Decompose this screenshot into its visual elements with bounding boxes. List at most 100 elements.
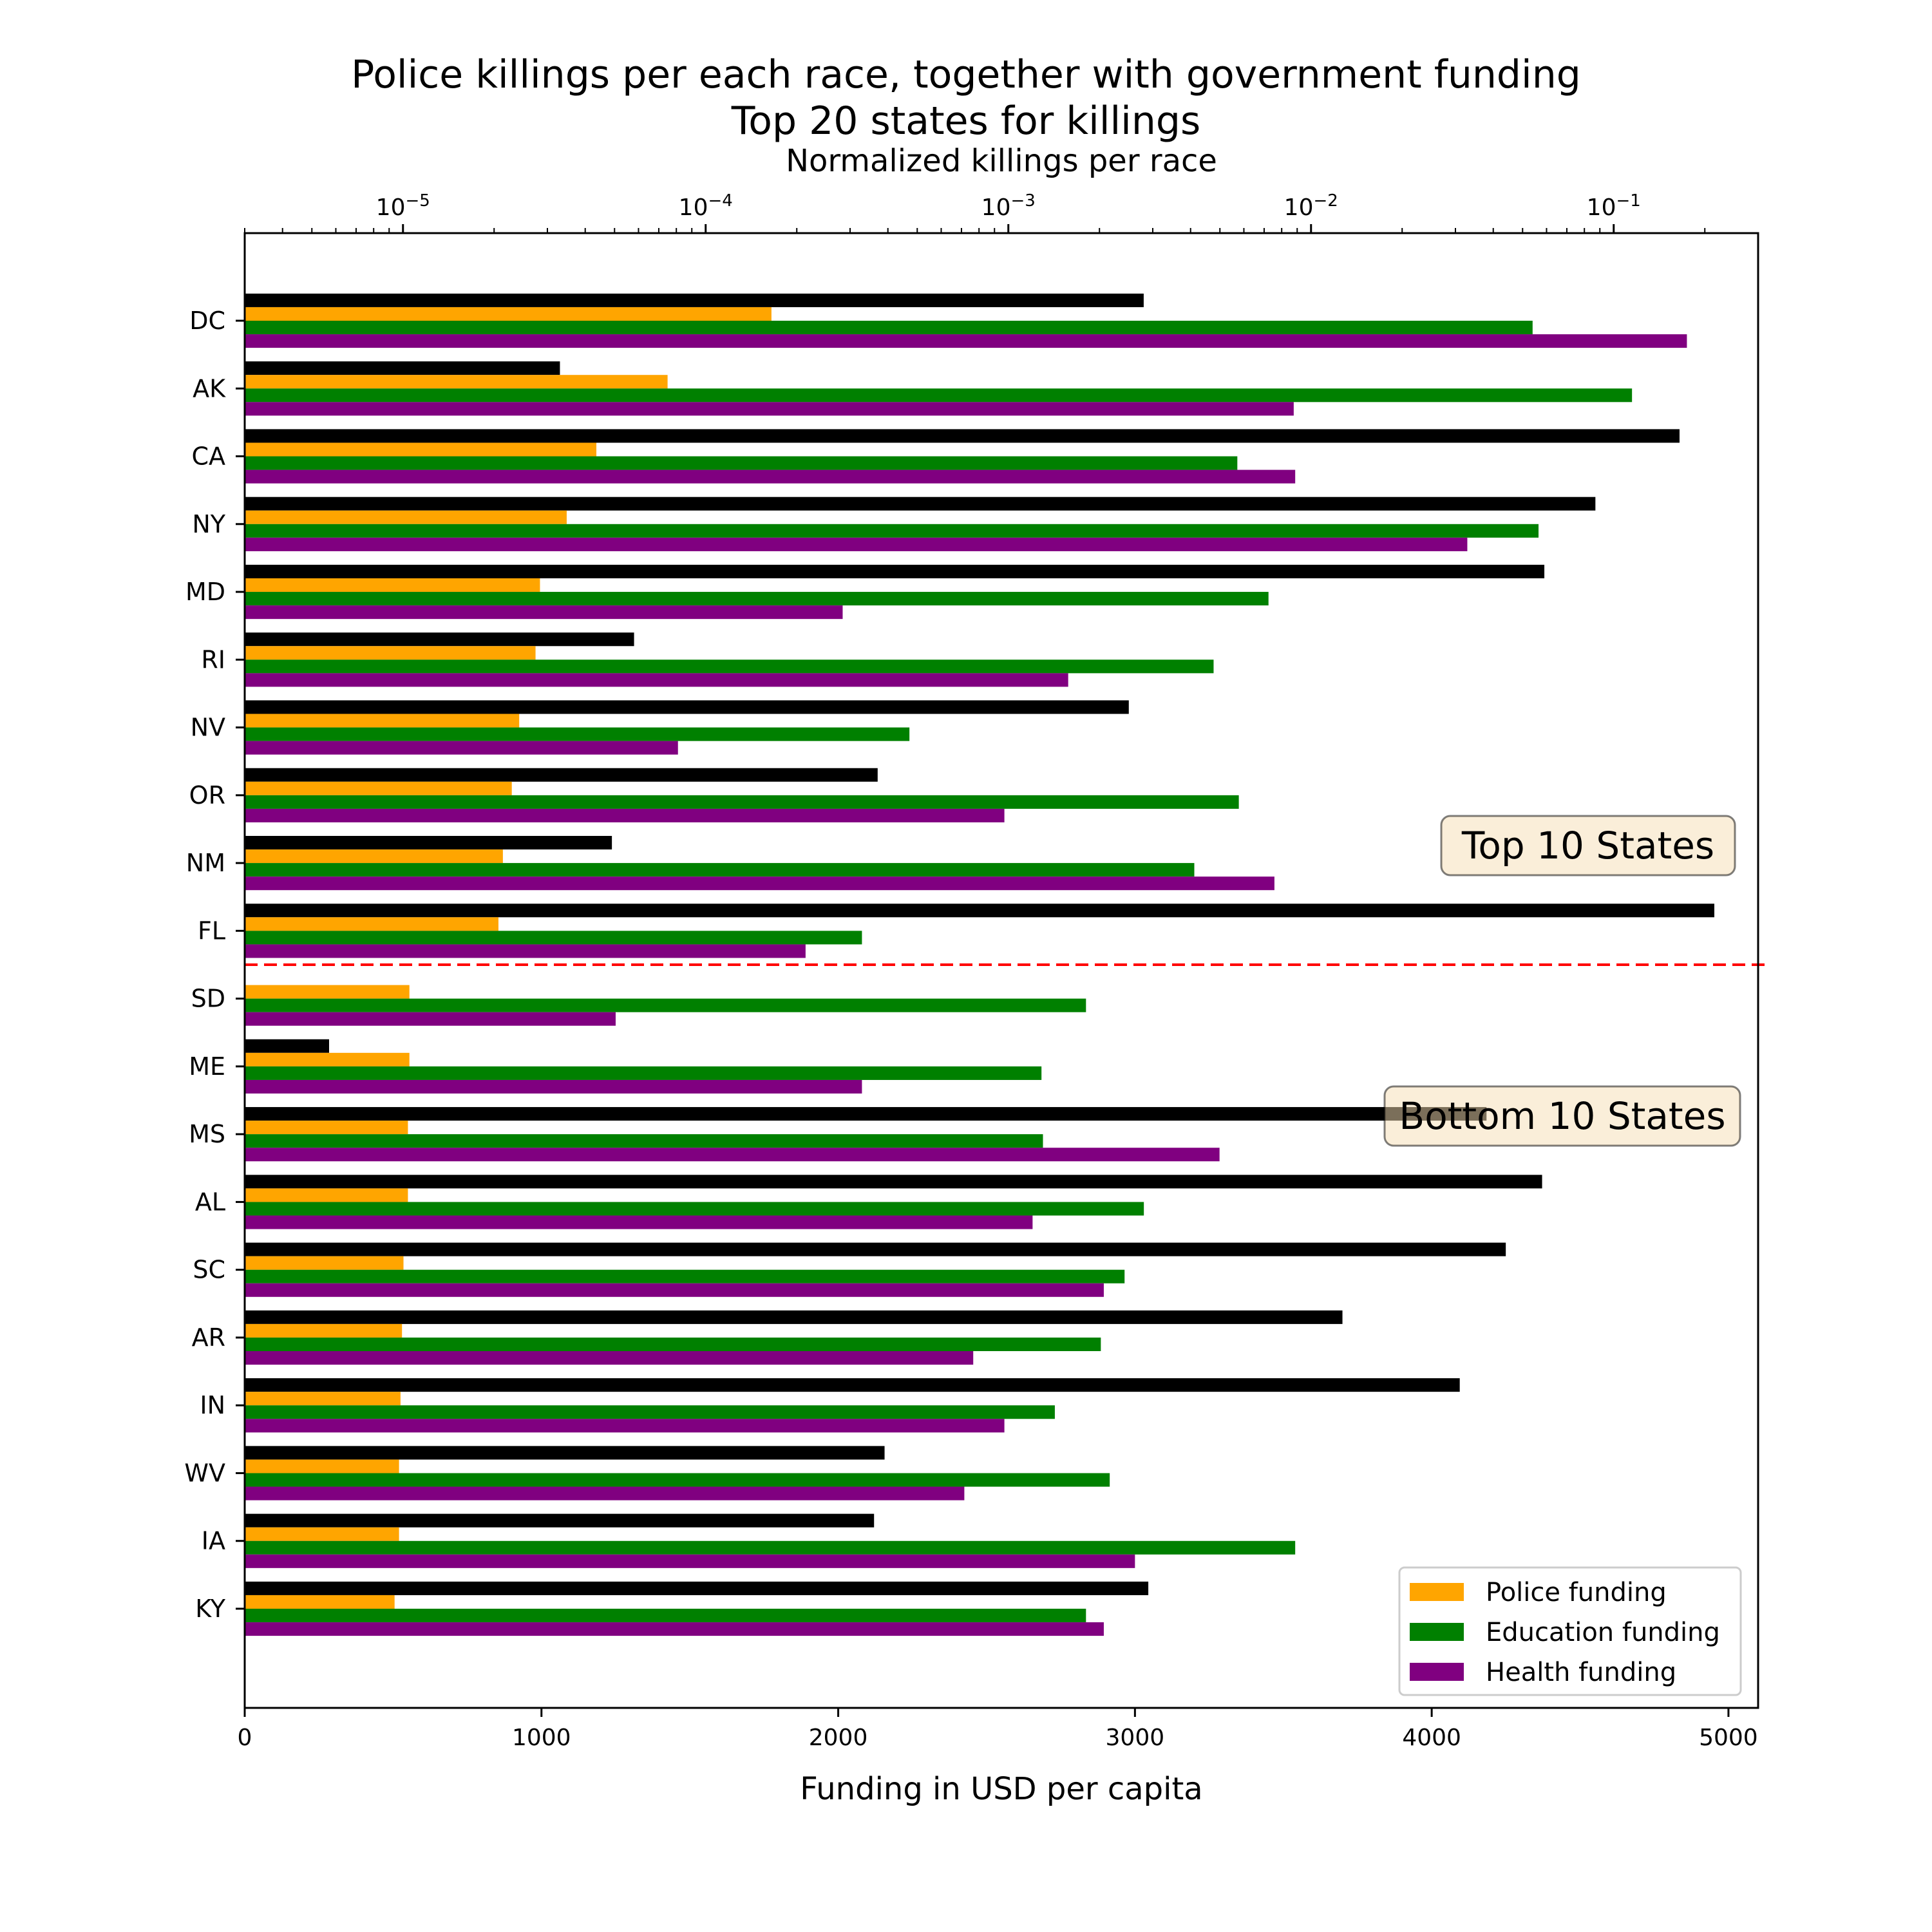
bar-ky-normalized-killings xyxy=(245,1581,1149,1595)
bar-ca-health-funding xyxy=(245,469,1296,484)
legend-swatch-education-funding xyxy=(1410,1623,1464,1641)
bar-ak-education-funding xyxy=(245,388,1633,402)
bar-me-education-funding xyxy=(245,1066,1042,1080)
top-axis-label: Normalized killings per race xyxy=(786,143,1217,179)
bar-or-health-funding xyxy=(245,808,1005,822)
top-tick-label-1: 10−4 xyxy=(679,191,733,221)
bottom-10-states-box-text: Bottom 10 States xyxy=(1399,1094,1725,1138)
bar-ms-education-funding xyxy=(245,1134,1043,1148)
bar-ia-education-funding xyxy=(245,1540,1296,1555)
bar-ri-police-funding xyxy=(245,646,536,660)
bar-sc-health-funding xyxy=(245,1283,1104,1297)
bar-ar-normalized-killings xyxy=(245,1310,1343,1324)
bar-ia-normalized-killings xyxy=(245,1513,875,1528)
x-tick-label-0: 0 xyxy=(238,1725,252,1751)
chart-subtitle: Top 20 states for killings xyxy=(731,99,1201,144)
bar-ca-normalized-killings xyxy=(245,429,1680,443)
y-tick-label-ia: IA xyxy=(202,1527,225,1555)
bar-ri-health-funding xyxy=(245,673,1068,687)
y-tick-label-nv: NV xyxy=(191,714,225,742)
legend-label-education-funding: Education funding xyxy=(1486,1618,1720,1647)
bottom-10-states-box xyxy=(1383,1085,1741,1147)
y-tick-label-fl: FL xyxy=(198,916,225,945)
bar-dc-police-funding xyxy=(245,307,772,321)
y-tick-label-me: ME xyxy=(189,1052,225,1081)
bar-in-police-funding xyxy=(245,1392,401,1406)
legend-label-health-funding: Health funding xyxy=(1486,1658,1676,1687)
bar-dc-health-funding xyxy=(245,334,1687,348)
bar-nv-police-funding xyxy=(245,714,520,728)
bar-or-normalized-killings xyxy=(245,768,878,782)
y-tick-label-sc: SC xyxy=(193,1256,225,1284)
bar-sc-education-funding xyxy=(245,1269,1125,1283)
bar-sd-health-funding xyxy=(245,1012,616,1026)
bar-nv-education-funding xyxy=(245,727,910,741)
bar-ca-education-funding xyxy=(245,456,1238,470)
top-tick-label-4: 10−1 xyxy=(1587,191,1641,221)
bar-ar-police-funding xyxy=(245,1323,402,1338)
y-tick-label-or: OR xyxy=(189,781,225,810)
bar-dc-education-funding xyxy=(245,321,1533,335)
legend-box xyxy=(1398,1566,1742,1696)
bar-fl-police-funding xyxy=(245,917,498,931)
bar-nv-normalized-killings xyxy=(245,700,1129,714)
bars-layer xyxy=(245,293,1714,1636)
y-tick-label-md: MD xyxy=(185,578,225,606)
y-tick-label-ak: AK xyxy=(193,374,226,402)
y-tick-label-ms: MS xyxy=(189,1120,225,1148)
bar-wv-normalized-killings xyxy=(245,1446,885,1460)
bar-ar-education-funding xyxy=(245,1337,1101,1351)
bottom-axis: 0 1000 2000 3000 4000 5000 Funding in USD per … xyxy=(238,1708,1758,1807)
bar-ky-police-funding xyxy=(245,1595,395,1609)
bar-al-health-funding xyxy=(245,1215,1033,1229)
bar-in-normalized-killings xyxy=(245,1378,1460,1392)
bar-ri-education-funding xyxy=(245,659,1214,674)
bar-ak-normalized-killings xyxy=(245,361,560,375)
bar-ky-education-funding xyxy=(245,1609,1086,1623)
bar-ky-health-funding xyxy=(245,1622,1104,1636)
bar-md-health-funding xyxy=(245,605,843,620)
bar-wv-police-funding xyxy=(245,1459,399,1473)
legend-swatch-police-funding xyxy=(1410,1583,1464,1601)
bar-fl-education-funding xyxy=(245,931,862,945)
bar-nv-health-funding xyxy=(245,741,678,755)
x-tick-label-4000: 4000 xyxy=(1402,1725,1461,1751)
top-axis: 10−5 10−4 10−3 10−2 10−1 Normalized killings … xyxy=(244,143,1706,233)
bar-ak-police-funding xyxy=(245,375,668,389)
bar-nm-education-funding xyxy=(245,863,1195,877)
bar-in-health-funding xyxy=(245,1419,1005,1433)
y-tick-label-nm: NM xyxy=(186,849,225,877)
top-tick-label-3: 10−2 xyxy=(1284,191,1338,221)
bar-ri-normalized-killings xyxy=(245,632,634,647)
legend: Police funding Education funding Health fu… xyxy=(1398,1566,1742,1696)
y-tick-label-dc: DC xyxy=(189,307,225,335)
bar-al-education-funding xyxy=(245,1202,1144,1216)
y-tick-label-al: AL xyxy=(195,1188,225,1216)
bar-sd-police-funding xyxy=(245,985,410,999)
chart-title: Police killings per each race, together … xyxy=(351,52,1581,97)
bar-md-police-funding xyxy=(245,578,540,592)
bar-ny-normalized-killings xyxy=(245,497,1596,511)
bar-ms-normalized-killings xyxy=(245,1107,1487,1121)
x-tick-label-1000: 1000 xyxy=(512,1725,571,1751)
bar-wv-health-funding xyxy=(245,1486,965,1501)
top-10-states-box-text: Top 10 States xyxy=(1461,824,1714,867)
bar-fl-health-funding xyxy=(245,944,806,958)
bar-nm-normalized-killings xyxy=(245,836,612,850)
bar-md-education-funding xyxy=(245,592,1269,606)
x-axis-label: Funding in USD per capita xyxy=(800,1771,1202,1807)
bar-or-police-funding xyxy=(245,781,512,795)
bar-wv-education-funding xyxy=(245,1473,1110,1487)
plot-frame xyxy=(243,232,1759,1709)
x-tick-label-2000: 2000 xyxy=(809,1725,868,1751)
bar-sc-police-funding xyxy=(245,1256,404,1270)
top-tick-label-0: 10−5 xyxy=(376,191,430,221)
bar-ak-health-funding xyxy=(245,402,1294,416)
bar-nm-health-funding xyxy=(245,876,1274,891)
bar-or-education-funding xyxy=(245,795,1239,809)
y-tick-label-ri: RI xyxy=(201,645,225,674)
y-tick-label-in: IN xyxy=(200,1391,225,1419)
top-10-states-box xyxy=(1440,815,1736,876)
y-tick-label-wv: WV xyxy=(184,1459,225,1487)
